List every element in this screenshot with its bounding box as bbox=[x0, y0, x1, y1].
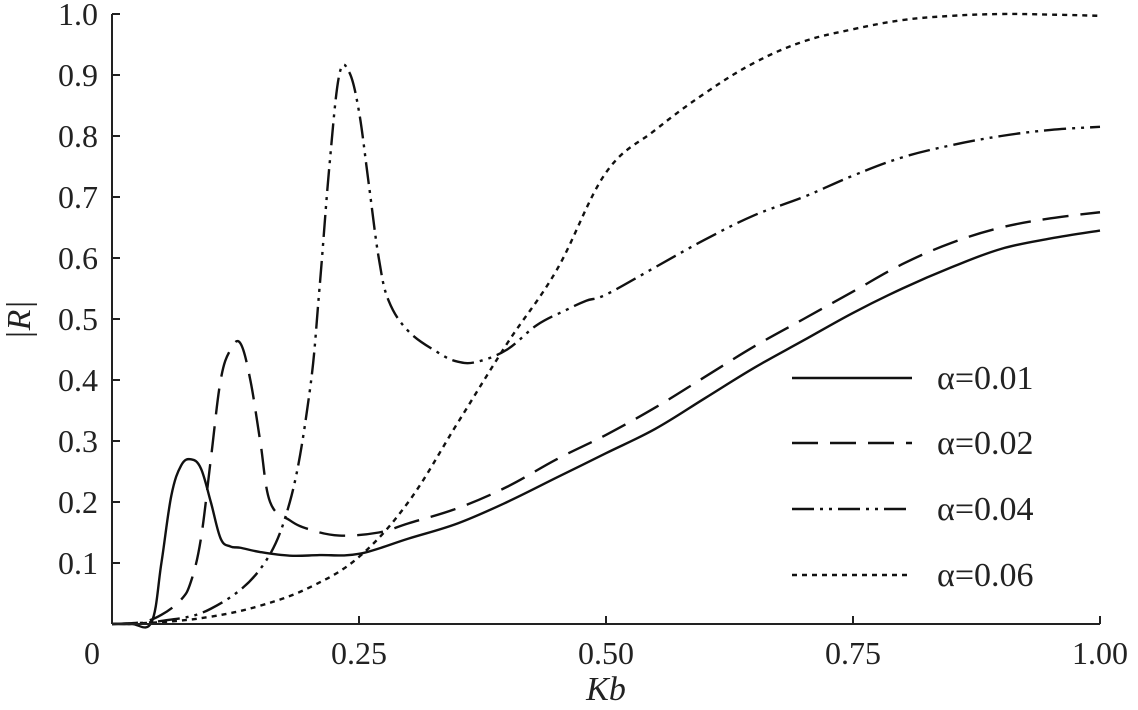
legend-label-1: α=0.01 bbox=[937, 360, 1034, 397]
x-tick-label: 0 bbox=[84, 635, 100, 671]
y-tick-label: 0.6 bbox=[58, 240, 98, 276]
x-axis-label: Kb bbox=[585, 671, 626, 708]
legend-label-2: α=0.02 bbox=[937, 425, 1034, 462]
x-tick-label: 1.00 bbox=[1072, 635, 1128, 671]
legend-label-3: α=0.04 bbox=[937, 491, 1034, 528]
x-tick-label: 0.50 bbox=[578, 635, 634, 671]
y-tick-label: 0.9 bbox=[58, 57, 98, 93]
x-tick-label: 0.25 bbox=[331, 635, 387, 671]
ticks-layer: 0 0.25 0.50 0.75 1.00 0.1 0.2 0.3 0.4 0.5 0.6 0.7 0.… bbox=[58, 0, 1128, 671]
series-line-4 bbox=[111, 12, 1101, 626]
y-tick-label: 0.7 bbox=[58, 179, 98, 215]
y-tick-label: 0.8 bbox=[58, 118, 98, 154]
legend: α=0.01 α=0.02 α=0.04 α=0.06 bbox=[792, 360, 1034, 594]
legend-label-4: α=0.06 bbox=[937, 557, 1034, 594]
axes-layer bbox=[111, 14, 1100, 625]
y-tick-label: 0.5 bbox=[58, 301, 98, 337]
series-line-2 bbox=[111, 211, 1101, 626]
x-tick-label: 0.75 bbox=[825, 635, 881, 671]
y-tick-label: 0.3 bbox=[58, 423, 98, 459]
y-tick-label: 1.0 bbox=[58, 0, 98, 32]
y-axis-label: |R| bbox=[1, 300, 38, 339]
y-tick-label: 0.2 bbox=[58, 484, 98, 520]
y-tick-label: 0.4 bbox=[58, 362, 98, 398]
series-line-3 bbox=[111, 63, 1101, 626]
y-tick-label: 0.1 bbox=[58, 545, 98, 581]
series-layer bbox=[111, 12, 1101, 629]
series-line-1 bbox=[111, 229, 1101, 629]
